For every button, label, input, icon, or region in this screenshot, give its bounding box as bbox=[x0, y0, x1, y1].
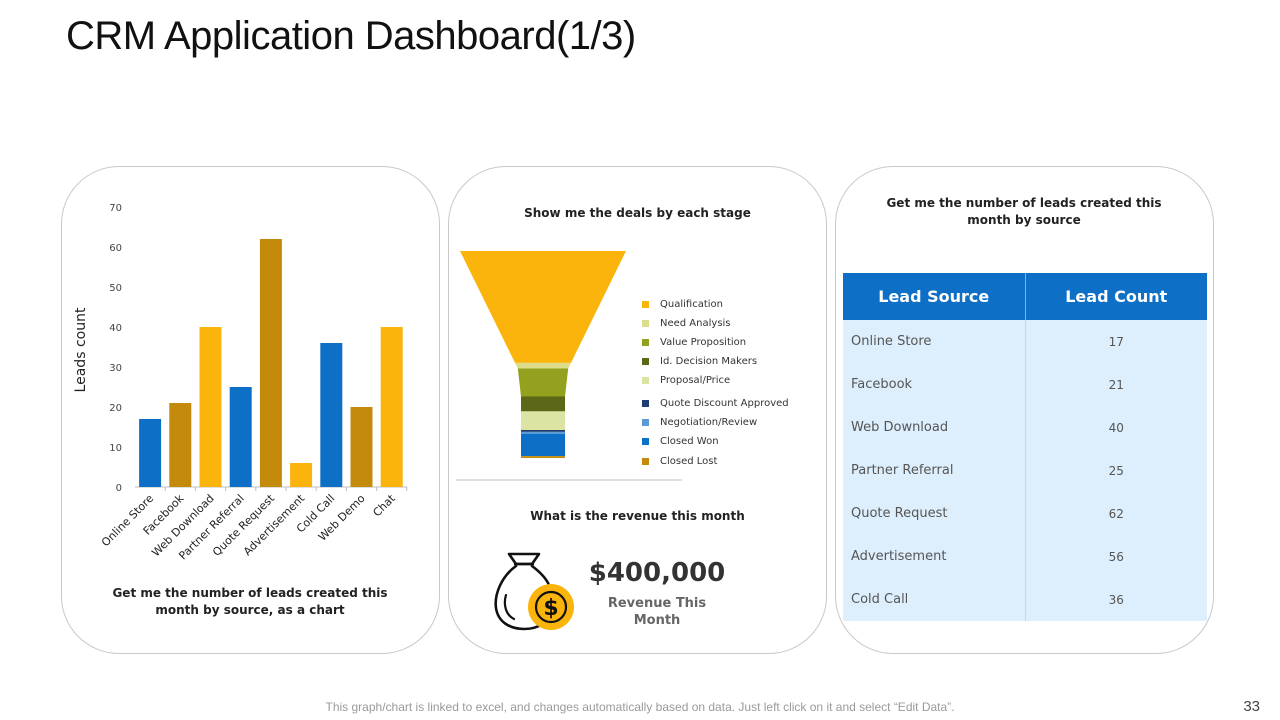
legend-label: Proposal/Price bbox=[660, 374, 731, 386]
funnel-stage-quote-discount-approved bbox=[521, 430, 565, 432]
bar-partner-referral bbox=[229, 387, 252, 487]
legend-swatch bbox=[642, 357, 649, 365]
y-tick-label: 20 bbox=[109, 403, 122, 414]
funnel-stage-need-analysis bbox=[515, 362, 571, 369]
bar-chart-caption: Get me the number of leads created this … bbox=[112, 586, 388, 617]
legend-swatch bbox=[642, 399, 649, 407]
lead-source-cell: Quote Request bbox=[843, 492, 1026, 535]
y-tick-label: 40 bbox=[109, 323, 122, 334]
table-row: Web Download 40 bbox=[843, 406, 1207, 449]
legend-label: Quote Discount Approved bbox=[660, 397, 789, 409]
funnel-caption: Show me the deals by each stage bbox=[524, 206, 751, 220]
page-title: CRM Application Dashboard(1/3) bbox=[66, 14, 636, 58]
lead-count-cell: 56 bbox=[1025, 535, 1207, 578]
table-row: Quote Request 62 bbox=[843, 492, 1207, 535]
funnel-stage-closed-won bbox=[521, 433, 565, 457]
legend-item: Qualification bbox=[642, 297, 723, 311]
y-tick-label: 30 bbox=[109, 363, 122, 374]
table-caption: Get me the number of leads created this … bbox=[886, 196, 1162, 227]
legend-swatch bbox=[642, 319, 649, 327]
legend-item: Negotiation/Review bbox=[642, 415, 757, 429]
legend-item: Need Analysis bbox=[642, 316, 731, 330]
legend-label: Closed Won bbox=[660, 435, 719, 447]
legend-swatch bbox=[642, 376, 649, 384]
lead-source-cell: Web Download bbox=[843, 406, 1026, 449]
legend-item: Closed Won bbox=[642, 434, 719, 448]
lead-count-cell: 25 bbox=[1025, 449, 1207, 492]
legend-item: Id. Decision Makers bbox=[642, 354, 757, 368]
bar-advertisement bbox=[290, 463, 313, 487]
y-tick-label: 0 bbox=[116, 483, 122, 494]
legend-item: Closed Lost bbox=[642, 454, 717, 468]
lead-count-cell: 36 bbox=[1025, 578, 1207, 621]
legend-label: Negotiation/Review bbox=[660, 416, 758, 428]
table-row: Advertisement 56 bbox=[843, 535, 1207, 578]
funnel-stage-proposal-price bbox=[521, 411, 565, 431]
lead-source-cell: Facebook bbox=[843, 363, 1026, 406]
lead-count-cell: 40 bbox=[1025, 406, 1207, 449]
money-bag-icon: $ bbox=[494, 552, 574, 631]
lead-count-cell: 62 bbox=[1025, 492, 1207, 535]
header-lead-source: Lead Source bbox=[843, 273, 1026, 320]
bar-chat bbox=[380, 327, 403, 487]
legend-swatch bbox=[642, 300, 649, 308]
header-lead-count: Lead Count bbox=[1025, 273, 1207, 320]
y-tick-label: 50 bbox=[109, 283, 122, 294]
lead-source-table: Lead Source Lead Count Online Store 17 F… bbox=[843, 273, 1207, 621]
funnel-stage-qualification bbox=[460, 251, 626, 363]
y-tick-label: 60 bbox=[109, 243, 122, 254]
revenue-value: $400,000 bbox=[588, 558, 726, 588]
lead-source-cell: Advertisement bbox=[843, 535, 1026, 578]
bar-facebook bbox=[169, 403, 192, 487]
lead-count-cell: 17 bbox=[1025, 320, 1207, 363]
svg-text:$: $ bbox=[543, 596, 558, 621]
deals-funnel-chart bbox=[456, 251, 682, 481]
legend-item: Quote Discount Approved bbox=[642, 396, 789, 410]
bar-quote-request bbox=[259, 239, 282, 487]
lead-source-cell: Partner Referral bbox=[843, 449, 1026, 492]
y-axis-label: Leads count bbox=[73, 307, 89, 392]
legend-label: Need Analysis bbox=[660, 317, 731, 329]
legend-swatch bbox=[642, 418, 649, 426]
table-row: Partner Referral 25 bbox=[843, 449, 1207, 492]
funnel-stage-closed-lost bbox=[521, 456, 565, 458]
legend-item: Proposal/Price bbox=[642, 373, 730, 387]
page-number: 33 bbox=[1243, 698, 1260, 715]
bar-online-store bbox=[139, 419, 162, 487]
bar-cold-call bbox=[320, 343, 343, 487]
table-header-row: Lead Source Lead Count bbox=[843, 273, 1207, 320]
lead-source-cell: Cold Call bbox=[843, 578, 1026, 621]
legend-label: Closed Lost bbox=[660, 455, 718, 467]
revenue-label: Revenue This Month bbox=[607, 596, 707, 628]
legend-swatch bbox=[642, 338, 649, 346]
funnel-revenue-panel bbox=[448, 166, 827, 654]
funnel-stage-negotiation-review bbox=[521, 431, 565, 434]
legend-swatch bbox=[642, 437, 649, 445]
table-row: Facebook 21 bbox=[843, 363, 1207, 406]
footer-note: This graph/chart is linked to excel, and… bbox=[325, 700, 955, 714]
funnel-stage-id-decision-makers bbox=[521, 396, 565, 412]
lead-source-cell: Online Store bbox=[843, 320, 1026, 363]
funnel-stage-value-proposition bbox=[517, 368, 569, 397]
lead-count-cell: 21 bbox=[1025, 363, 1207, 406]
legend-swatch bbox=[642, 457, 649, 465]
legend-label: Qualification bbox=[660, 298, 723, 310]
legend-label: Value Proposition bbox=[660, 336, 747, 348]
y-tick-label: 10 bbox=[109, 443, 122, 454]
table-row: Online Store 17 bbox=[843, 320, 1207, 363]
revenue-caption: What is the revenue this month bbox=[530, 509, 745, 523]
bar-web-demo bbox=[350, 407, 373, 487]
legend-item: Value Proposition bbox=[642, 335, 746, 349]
y-tick-label: 70 bbox=[109, 203, 122, 214]
x-tick-label: Chat bbox=[370, 491, 398, 519]
table-row: Cold Call 36 bbox=[843, 578, 1207, 621]
bar-web-download bbox=[199, 327, 222, 487]
legend-label: Id. Decision Makers bbox=[660, 355, 758, 367]
